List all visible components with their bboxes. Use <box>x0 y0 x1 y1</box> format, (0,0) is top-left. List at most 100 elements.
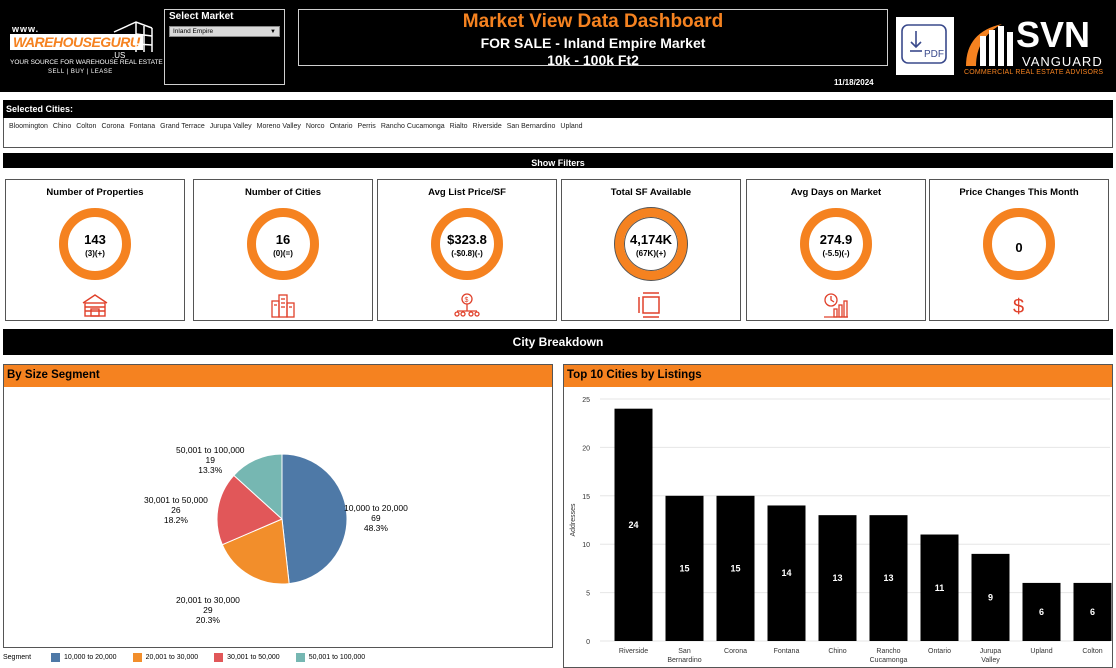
bar-value-label: 6 <box>1090 607 1095 617</box>
y-tick-label: 15 <box>582 494 590 501</box>
show-filters-button[interactable]: Show Filters <box>3 153 1113 168</box>
pie-slice-percent: 18.2% <box>163 515 188 525</box>
size-segment-title: By Size Segment <box>7 369 100 381</box>
y-tick-label: 0 <box>586 639 590 646</box>
kpi-change: (67K)(+) <box>635 249 666 258</box>
bar[interactable] <box>716 495 755 641</box>
bar-value-label: 13 <box>832 573 842 583</box>
header: www. WAREHOUSEGURU .US YOUR SOURCE FOR W… <box>0 0 1116 92</box>
size-segment-header: By Size Segment <box>4 365 552 387</box>
selected-city: Rialto <box>449 123 468 130</box>
selected-city: Perris <box>357 123 376 130</box>
kpi-value: 143 <box>84 232 106 247</box>
size-segment-panel: By Size Segment 10,000 to 20,000 69 48.3% 2… <box>3 364 553 648</box>
pdf-download-icon: PDF <box>901 24 947 64</box>
kpi-title: Avg List Price/SF <box>428 187 506 198</box>
y-tick-label: 20 <box>582 445 590 452</box>
kpi-card: Avg List Price/SF $323.8 (-$0.8)(-) $ <box>377 179 557 321</box>
y-tick-label: 25 <box>582 397 590 404</box>
bar[interactable] <box>767 505 806 641</box>
x-tick-label: Rancho Cucamonga <box>870 648 908 664</box>
bar[interactable] <box>920 534 959 641</box>
kpi-card: Number of Properties 143 (3)(+) <box>5 179 185 321</box>
kpi-ring <box>59 208 131 280</box>
page-title: Market View Data Dashboard <box>462 11 724 32</box>
selected-city: Colton <box>76 123 97 130</box>
pie-slice-value: 26 <box>171 505 181 515</box>
bar[interactable] <box>971 553 1010 641</box>
x-tick-label: Corona <box>724 648 747 655</box>
legend-item[interactable]: 10,000 to 20,000 <box>51 653 117 662</box>
pie-slice-label: 30,001 to 50,000 26 18.2% <box>144 495 208 525</box>
x-tick-label: Chino <box>828 648 846 655</box>
legend-label: 30,001 to 50,000 <box>227 654 280 661</box>
warehouse-building-icon <box>113 21 153 52</box>
kpi-ring <box>983 208 1055 280</box>
kpi-card: Price Changes This Month 0 $ <box>929 179 1109 321</box>
legend-item[interactable]: 20,001 to 30,000 <box>132 653 199 662</box>
pie-slice[interactable] <box>216 474 283 546</box>
selected-city: Norco <box>305 123 325 130</box>
market-dropdown[interactable]: Inland Empire ▼ <box>169 26 280 37</box>
city-breakdown-header: City Breakdown <box>3 329 1113 355</box>
warehouseguru-logo[interactable]: www. WAREHOUSEGURU .US YOUR SOURCE FOR W… <box>8 14 163 78</box>
kpi-ring <box>431 208 503 280</box>
y-axis-label: Addresses <box>570 503 577 537</box>
selected-city: Moreno Valley <box>256 123 301 130</box>
report-date: 11/18/2024 <box>834 78 874 87</box>
price-network-icon: $ <box>453 291 481 319</box>
logo-tagline: YOUR SOURCE FOR WAREHOUSE REAL ESTATE <box>10 59 163 66</box>
bar[interactable] <box>1073 582 1112 641</box>
selected-city: Chino <box>52 123 72 130</box>
bar-value-label: 15 <box>730 563 740 573</box>
kpi-value: 4,174K <box>630 232 672 247</box>
selected-city: Corona <box>101 123 125 130</box>
legend-item[interactable]: 50,001 to 100,000 <box>295 653 366 662</box>
svn-mark-icon <box>966 24 1013 66</box>
chevron-down-icon: ▼ <box>270 29 276 35</box>
kpi-title: Price Changes This Month <box>959 187 1079 198</box>
market-label: Select Market <box>169 11 234 22</box>
pie-slice-label: 20,001 to 30,000 29 20.3% <box>176 595 240 625</box>
pie-slice[interactable] <box>221 518 290 585</box>
pie-slice-category: 10,000 to 20,000 <box>344 503 408 513</box>
bar[interactable] <box>614 408 653 641</box>
pdf-label: PDF <box>924 49 944 60</box>
bar-value-label: 9 <box>988 592 993 602</box>
bar[interactable] <box>1022 582 1061 641</box>
bar[interactable] <box>665 495 704 641</box>
y-tick-label: 10 <box>582 542 590 549</box>
logo-tagline-2: SELL | BUY | LEASE <box>48 69 113 75</box>
legend-label: 50,001 to 100,000 <box>308 654 366 661</box>
pie-slice-category: 30,001 to 50,000 <box>144 495 208 505</box>
svn-logo[interactable]: SVN VANGUARD COMMERCIAL REAL ESTATE ADVI… <box>960 14 1110 78</box>
dollar-icon: $ <box>1005 291 1033 319</box>
clock-chart-icon <box>822 291 850 319</box>
bar[interactable] <box>869 515 908 641</box>
kpi-change: (3)(+) <box>85 249 105 258</box>
pie-slice[interactable] <box>281 453 348 585</box>
selected-city: Ontario <box>329 123 353 130</box>
kpi-card: Avg Days on Market 274.9 (-5.5)(-) <box>746 179 926 321</box>
svn-name: SVN <box>1016 14 1091 55</box>
bar-value-label: 13 <box>883 573 893 583</box>
svn-sub: VANGUARD <box>1022 54 1103 69</box>
top-cities-panel: Top 10 Cities by Listings 0 5 10 15 20 25 Addr… <box>563 364 1113 668</box>
title-box: Market View Data Dashboard FOR SALE - In… <box>298 9 888 68</box>
legend-label: 20,001 to 30,000 <box>145 654 199 661</box>
warehouse-icon <box>81 291 109 319</box>
svg-text:$: $ <box>1013 296 1024 318</box>
bar-value-label: 11 <box>935 583 945 593</box>
size-segment-pie-chart <box>216 453 348 585</box>
bar[interactable] <box>818 515 857 641</box>
kpi-title: Number of Cities <box>244 187 321 198</box>
pdf-download-button[interactable]: PDF <box>896 17 954 75</box>
pie-slice[interactable] <box>233 453 283 521</box>
kpi-ring <box>800 208 872 280</box>
x-tick-label: Jurupa Valley <box>980 648 1002 664</box>
pie-slice-category: 20,001 to 30,000 <box>176 595 240 605</box>
legend-swatch <box>214 653 224 662</box>
kpi-title: Total SF Available <box>610 187 692 198</box>
legend-item[interactable]: 30,001 to 50,000 <box>214 653 280 662</box>
kpi-change: (-5.5)(-) <box>822 249 850 258</box>
